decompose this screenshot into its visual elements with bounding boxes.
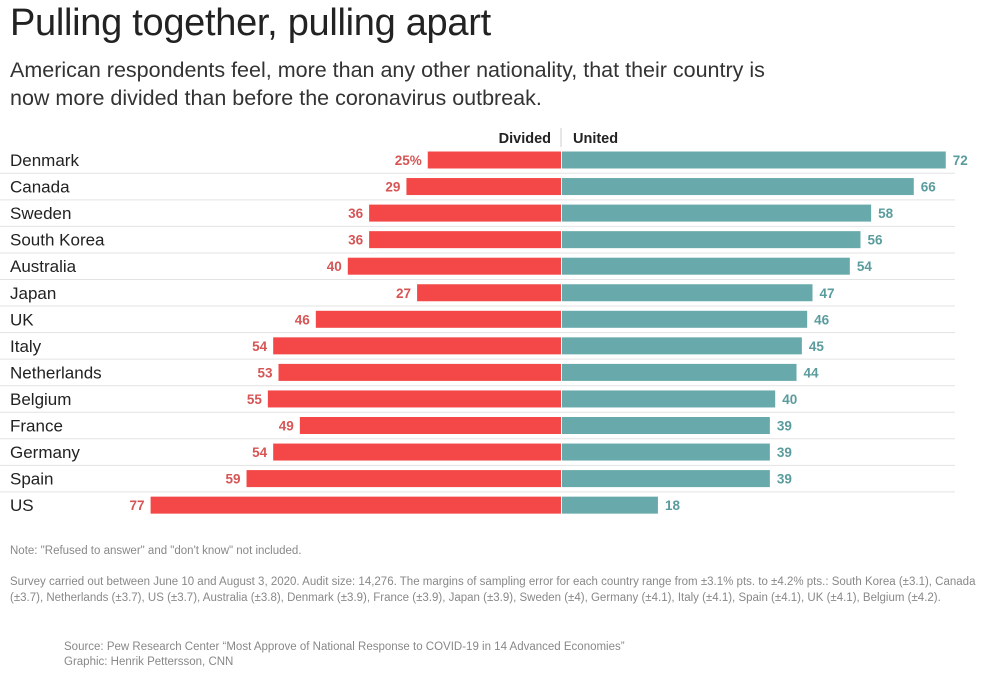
country-label: South Korea: [10, 231, 105, 250]
bar-divided: [406, 178, 561, 196]
value-label-divided: 54: [252, 445, 268, 460]
bar-united: [562, 470, 770, 488]
value-label-united: 44: [804, 365, 820, 380]
value-label-united: 66: [921, 180, 937, 195]
value-label-divided: 59: [225, 472, 240, 487]
bar-united: [562, 390, 776, 408]
value-label-united: 39: [777, 419, 792, 434]
value-label-united: 47: [820, 286, 835, 301]
value-label-divided: 36: [348, 233, 364, 248]
value-label-united: 18: [665, 498, 681, 513]
value-label-united: 40: [782, 392, 797, 407]
legend-divided: Divided: [499, 131, 551, 147]
value-label-united: 54: [857, 259, 873, 274]
chart-title: Pulling together, pulling apart: [10, 2, 491, 44]
bar-divided: [246, 470, 561, 488]
value-label-divided: 53: [257, 365, 273, 380]
bar-united: [562, 178, 914, 196]
bar-united: [562, 204, 872, 222]
value-label-divided: 36: [348, 206, 364, 221]
value-label-divided: 40: [327, 259, 342, 274]
value-label-divided: 29: [385, 180, 400, 195]
bar-divided: [369, 204, 561, 222]
bar-united: [562, 310, 808, 328]
country-label: France: [10, 417, 63, 436]
value-label-divided: 46: [295, 312, 311, 327]
value-label-united: 56: [867, 233, 883, 248]
country-label: Australia: [10, 257, 77, 276]
bar-divided: [417, 284, 561, 302]
bar-divided: [150, 496, 561, 514]
bar-united: [562, 417, 770, 434]
bar-divided: [278, 363, 561, 381]
note-text: Note: "Refused to answer" and "don't kno…: [10, 545, 302, 557]
chart-subtitle: American respondents feel, more than any…: [10, 58, 765, 110]
bar-united: [562, 151, 946, 169]
value-label-divided: 55: [247, 392, 263, 407]
bar-divided: [299, 417, 561, 434]
country-label: Japan: [10, 284, 56, 303]
value-label-divided: 54: [252, 339, 268, 354]
country-label: Sweden: [10, 204, 71, 223]
value-label-divided: 77: [130, 498, 145, 513]
value-label-united: 72: [953, 153, 968, 168]
legend-united: United: [573, 131, 618, 147]
bar-united: [562, 443, 770, 461]
country-label: Belgium: [10, 390, 71, 409]
bar-divided: [267, 390, 561, 408]
value-label-united: 39: [777, 445, 792, 460]
country-label: Spain: [10, 470, 53, 489]
bar-divided: [315, 310, 561, 328]
bar-divided: [347, 257, 561, 275]
value-label-divided: 25%: [395, 153, 422, 168]
bar-united: [562, 496, 658, 514]
survey-text: Survey carried out between June 10 and A…: [10, 576, 976, 604]
country-label: Netherlands: [10, 363, 102, 382]
bar-united: [562, 337, 802, 355]
bar-united: [562, 284, 813, 302]
bar-united: [562, 257, 850, 275]
value-label-united: 46: [814, 312, 830, 327]
country-label: Denmark: [10, 151, 79, 170]
country-label: Italy: [10, 337, 42, 356]
value-label-united: 39: [777, 472, 792, 487]
value-label-united: 45: [809, 339, 825, 354]
country-label: Germany: [10, 443, 80, 462]
value-label-united: 58: [878, 206, 894, 221]
chart: Divided United Denmark 25% 72 Canada 29 66 Swede…: [0, 128, 968, 515]
country-label: US: [10, 496, 34, 515]
bar-united: [562, 231, 861, 249]
country-label: Canada: [10, 178, 70, 197]
graphic-credit: Graphic: Henrik Pettersson, CNN: [64, 656, 234, 668]
country-label: UK: [10, 310, 34, 329]
value-label-divided: 49: [279, 419, 294, 434]
bar-united: [562, 363, 797, 381]
bar-divided: [273, 337, 561, 355]
value-label-divided: 27: [396, 286, 411, 301]
bar-divided: [369, 231, 561, 249]
bar-divided: [273, 443, 561, 461]
source-text: Source: Pew Research Center “Most Approv…: [64, 641, 625, 653]
bar-divided: [427, 151, 561, 169]
